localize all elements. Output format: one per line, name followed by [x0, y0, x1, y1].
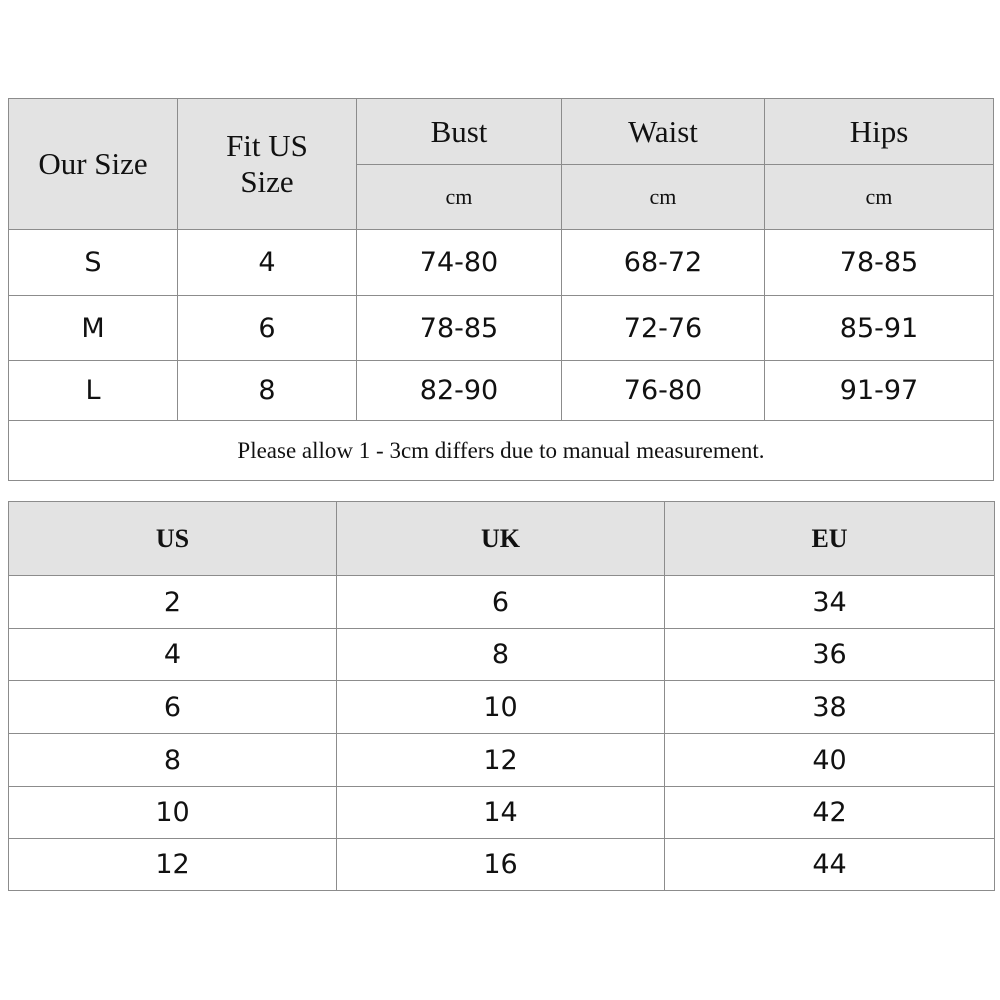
eu-cell: 42: [664, 786, 995, 839]
table-row: 4 8 36: [8, 628, 995, 681]
us-cell: 6: [8, 680, 337, 734]
our-size-cell: M: [8, 295, 178, 361]
size-conversion-table: US UK EU 2 6 34 4 8 36 6 10 38 8 12 40 1…: [8, 501, 995, 891]
uk-cell: 8: [336, 628, 665, 681]
table-row: 2 6 34: [8, 575, 995, 629]
header-uk: UK: [336, 501, 665, 576]
bust-cell: 74-80: [356, 229, 562, 296]
table-row: S 4 74-80 68-72 78-85: [8, 229, 994, 296]
eu-cell: 36: [664, 628, 995, 681]
table-row: 8 12 40: [8, 733, 995, 787]
table-row: 10 14 42: [8, 786, 995, 839]
uk-cell: 12: [336, 733, 665, 787]
eu-cell: 34: [664, 575, 995, 629]
eu-cell: 40: [664, 733, 995, 787]
bust-cell: 78-85: [356, 295, 562, 361]
fit-us-cell: 4: [177, 229, 357, 296]
us-cell: 2: [8, 575, 337, 629]
hips-unit: cm: [764, 164, 994, 230]
uk-cell: 6: [336, 575, 665, 629]
waist-cell: 76-80: [561, 360, 765, 421]
us-cell: 8: [8, 733, 337, 787]
us-cell: 10: [8, 786, 337, 839]
bust-unit: cm: [356, 164, 562, 230]
header-fit-us-size: Fit US Size: [177, 98, 357, 230]
waist-cell: 68-72: [561, 229, 765, 296]
fit-us-cell: 8: [177, 360, 357, 421]
eu-cell: 38: [664, 680, 995, 734]
fit-us-cell: 6: [177, 295, 357, 361]
uk-cell: 10: [336, 680, 665, 734]
table-row: M 6 78-85 72-76 85-91: [8, 295, 994, 361]
uk-cell: 16: [336, 838, 665, 891]
header-bust: Bust: [356, 98, 562, 165]
eu-cell: 44: [664, 838, 995, 891]
hips-cell: 78-85: [764, 229, 994, 296]
header-eu: EU: [664, 501, 995, 576]
our-size-cell: L: [8, 360, 178, 421]
us-cell: 12: [8, 838, 337, 891]
uk-cell: 14: [336, 786, 665, 839]
table-row: L 8 82-90 76-80 91-97: [8, 360, 994, 421]
table-row: 12 16 44: [8, 838, 995, 891]
header-hips: Hips: [764, 98, 994, 165]
size-measurement-table: Our Size Fit US Size Bust Waist Hips cm …: [8, 98, 994, 481]
hips-cell: 85-91: [764, 295, 994, 361]
waist-cell: 72-76: [561, 295, 765, 361]
bust-cell: 82-90: [356, 360, 562, 421]
our-size-cell: S: [8, 229, 178, 296]
header-our-size: Our Size: [8, 98, 178, 230]
header-us: US: [8, 501, 337, 576]
header-waist: Waist: [561, 98, 765, 165]
measurement-note: Please allow 1 - 3cm differs due to manu…: [8, 420, 994, 481]
hips-cell: 91-97: [764, 360, 994, 421]
us-cell: 4: [8, 628, 337, 681]
waist-unit: cm: [561, 164, 765, 230]
table-row: 6 10 38: [8, 680, 995, 734]
